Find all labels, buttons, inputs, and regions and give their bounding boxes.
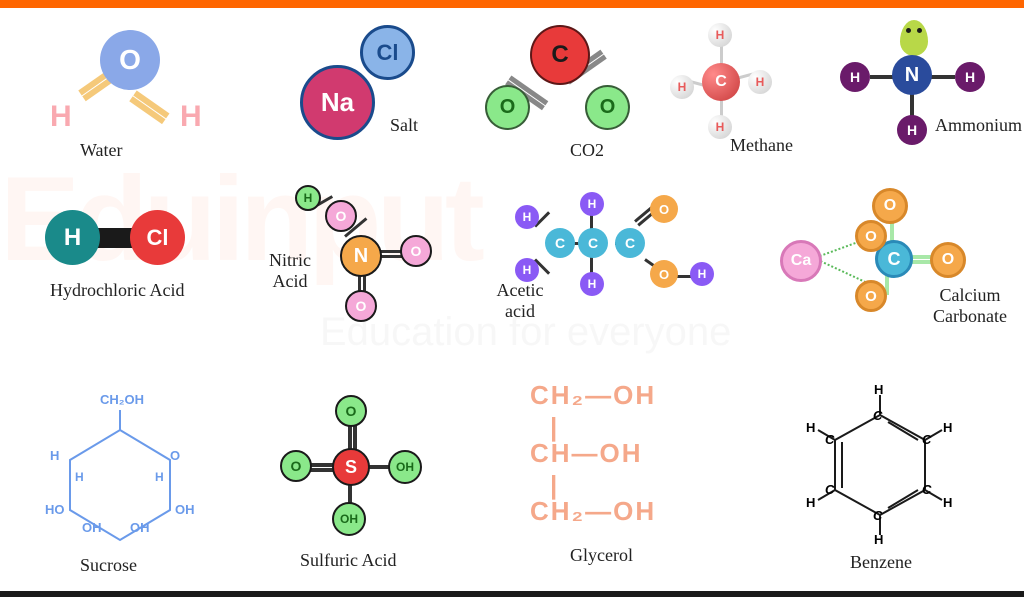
atom-o: O [930, 242, 966, 278]
label-co2: CO2 [570, 140, 604, 161]
bottom-bar [0, 591, 1024, 597]
atom-n: N [892, 55, 932, 95]
atom-oh: OH [332, 502, 366, 536]
atom-c: C [530, 25, 590, 85]
glycerol-line2: CH—OH [530, 438, 643, 469]
molecule-nitric: N O O O H Nitric Acid [250, 180, 470, 340]
atom-h: H [708, 23, 732, 47]
label-benzene: Benzene [850, 552, 912, 573]
molecule-benzene: C C C C C C H H H H H H Benzene [780, 380, 1000, 580]
molecule-hcl: H Cl Hydrochloric Acid [30, 190, 230, 330]
atom-cl: Cl [360, 25, 415, 80]
atom-o: O [335, 395, 367, 427]
atom-na: Na [300, 65, 375, 140]
label-nitric: Nitric Acid [250, 250, 330, 292]
atom-h: H [295, 185, 321, 211]
atom-o: O [400, 235, 432, 267]
atom-h: H [515, 205, 539, 229]
atom-h: H [955, 62, 985, 92]
top-bar [0, 0, 1024, 8]
atom-h: H [45, 210, 100, 265]
label-salt: Salt [390, 115, 418, 136]
atom-cl: Cl [130, 210, 185, 265]
atom-h: H [690, 262, 714, 286]
atom-c: C [545, 228, 575, 258]
atom-c: C [578, 228, 608, 258]
atom-c: C [702, 63, 740, 101]
atom-o: O [855, 280, 887, 312]
atom-o: O [280, 450, 312, 482]
label-sulfuric: Sulfuric Acid [300, 550, 397, 571]
atom-o: O [100, 30, 160, 90]
molecule-glycerol: CH₂—OH | CH—OH | CH₂—OH Glycerol [510, 370, 730, 580]
atom-h: H [708, 115, 732, 139]
molecule-water: O H H Water [30, 20, 210, 160]
label-caco3: Calcium Carbonate [920, 285, 1020, 327]
atom-h2: H [180, 100, 202, 134]
atom-o1: O [485, 85, 530, 130]
atom-s: S [332, 448, 370, 486]
atom-n: N [340, 235, 382, 277]
atom-c: C [615, 228, 645, 258]
atom-ca: Ca [780, 240, 822, 282]
molecule-acetic: C C C O O H H H H H Acetic acid [490, 180, 720, 340]
glycerol-line1: CH₂—OH [530, 380, 656, 411]
atom-h: H [580, 272, 604, 296]
molecule-sulfuric: S O O OH OH Sulfuric Acid [260, 390, 460, 580]
atom-h: H [748, 70, 772, 94]
atom-h: H [897, 115, 927, 145]
atom-h: H [580, 192, 604, 216]
atom-h: H [840, 62, 870, 92]
label-water: Water [80, 140, 123, 161]
molecule-methane: C H H H H Methane [650, 15, 820, 165]
molecule-ammonium: N H H H Ammonium [830, 20, 1020, 170]
label-hcl: Hydrochloric Acid [50, 280, 184, 301]
atom-oh: OH [388, 450, 422, 484]
atom-o: O [325, 200, 357, 232]
molecule-co2: C O O CO2 [470, 20, 650, 160]
atom-o: O [872, 188, 908, 224]
label-sucrose: Sucrose [80, 555, 137, 576]
label-methane: Methane [730, 135, 793, 156]
atom-o: O [650, 195, 678, 223]
atom-o2: O [585, 85, 630, 130]
label-acetic: Acetic acid [490, 280, 550, 322]
atom-h1: H [50, 100, 72, 134]
glycerol-line3: CH₂—OH [530, 496, 656, 527]
atom-h: H [515, 258, 539, 282]
atom-o: O [855, 220, 887, 252]
atom-o: O [650, 260, 678, 288]
label-glycerol: Glycerol [570, 545, 633, 566]
molecule-salt: Cl Na Salt [280, 20, 460, 160]
molecule-sucrose: CH₂OH O H OH HO OH OH H H Sucrose [20, 390, 230, 580]
atom-o: O [345, 290, 377, 322]
atom-h: H [670, 75, 694, 99]
label-ammonium: Ammonium [935, 115, 1022, 136]
molecule-caco3: Ca C O O O O Calcium Carbonate [760, 180, 1020, 350]
